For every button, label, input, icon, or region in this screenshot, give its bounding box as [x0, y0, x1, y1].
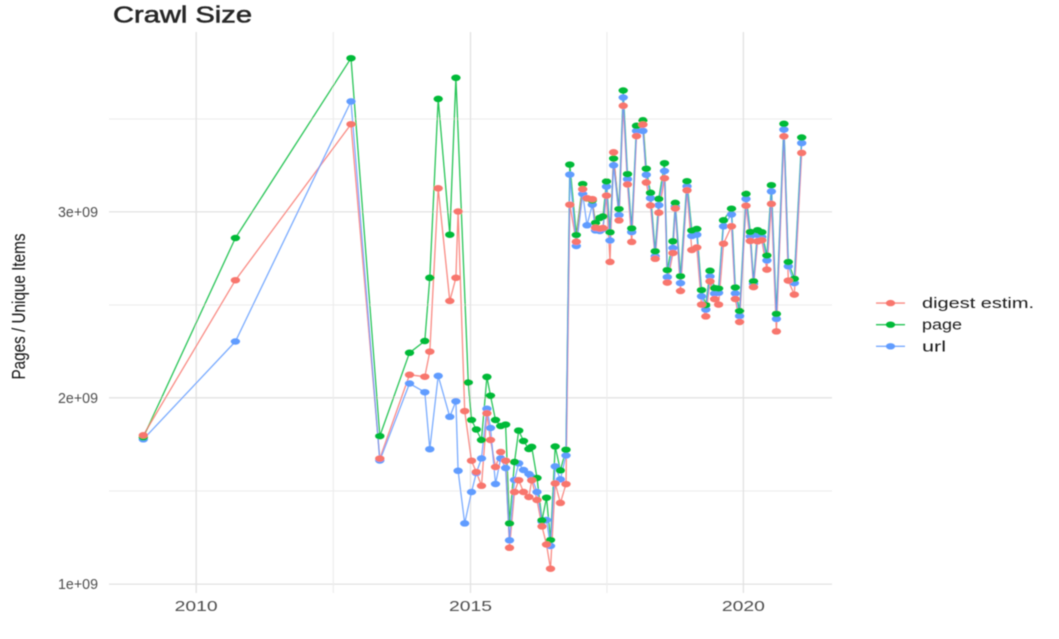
svg-text:2e+09: 2e+09: [58, 391, 98, 407]
svg-text:Crawl Size: Crawl Size: [113, 1, 252, 27]
svg-text:url: url: [922, 338, 946, 355]
svg-text:page: page: [922, 317, 962, 334]
svg-text:Pages / Unique Items: Pages / Unique Items: [9, 234, 29, 380]
svg-text:3e+09: 3e+09: [58, 205, 98, 221]
svg-text:digest estim.: digest estim.: [922, 295, 1034, 312]
svg-text:1e+09: 1e+09: [58, 577, 98, 593]
svg-text:2020: 2020: [722, 599, 765, 615]
svg-text:2010: 2010: [175, 599, 218, 615]
svg-text:2015: 2015: [449, 599, 492, 615]
